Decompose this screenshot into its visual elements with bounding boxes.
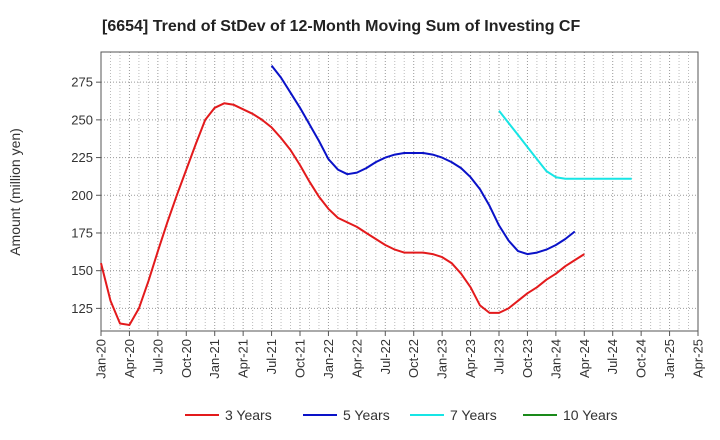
y-tick-label: 225 <box>71 150 93 165</box>
x-tick-label: Apr-20 <box>122 339 137 378</box>
x-tick-label: Apr-24 <box>577 339 592 378</box>
legend: 3 Years 5 Years 7 Years 10 Years <box>185 407 618 423</box>
x-tick-label: Jan-25 <box>662 339 677 379</box>
x-tick-label: Jul-23 <box>492 339 507 374</box>
plot-frame <box>100 51 699 332</box>
legend-label: 10 Years <box>563 407 618 423</box>
series-line-7-years <box>498 110 632 180</box>
x-tick-label: Jan-20 <box>94 339 109 379</box>
y-tick-label: 150 <box>71 263 93 278</box>
x-tick-label: Jul-22 <box>378 339 393 374</box>
y-axis-ticks: 125 150 175 200 225 250 275 <box>71 75 101 316</box>
x-tick-label: Apr-21 <box>236 339 251 378</box>
x-tick-label: Oct-22 <box>406 339 421 378</box>
legend-label: 5 Years <box>343 407 390 423</box>
x-tick-label: Jan-21 <box>207 339 222 379</box>
legend-label: 7 Years <box>450 407 497 423</box>
y-tick-label: 125 <box>71 301 93 316</box>
x-tick-label: Oct-24 <box>634 339 649 378</box>
series-lines <box>100 64 632 326</box>
x-tick-label: Jan-23 <box>435 339 450 379</box>
x-tick-label: Jul-24 <box>605 339 620 374</box>
x-tick-label: Apr-23 <box>463 339 478 378</box>
x-tick-label: Jul-21 <box>264 339 279 374</box>
x-tick-label: Apr-22 <box>349 339 364 378</box>
y-tick-label: 175 <box>71 225 93 240</box>
x-tick-label: Jul-20 <box>150 339 165 374</box>
x-tick-label: Oct-23 <box>520 339 535 378</box>
y-tick-label: 250 <box>71 112 93 127</box>
series-line-5-years <box>270 64 576 256</box>
plot-border <box>100 51 699 332</box>
grid <box>100 52 699 331</box>
x-axis-ticks: Jan-20 Apr-20 Jul-20 Oct-20 Jan-21 Apr-21 Jul-… <box>94 331 706 379</box>
legend-label: 3 Years <box>225 407 272 423</box>
x-tick-label: Oct-20 <box>179 339 194 378</box>
x-tick-label: Apr-25 <box>691 339 706 378</box>
chart-title: [6654] Trend of StDev of 12-Month Moving… <box>102 18 580 35</box>
y-tick-label: 200 <box>71 188 93 203</box>
y-axis-label: Amount (million yen) <box>7 128 23 256</box>
x-tick-label: Jan-24 <box>548 339 563 379</box>
x-tick-label: Oct-21 <box>293 339 308 378</box>
x-tick-label: Jan-22 <box>321 339 336 379</box>
y-tick-label: 275 <box>71 75 93 90</box>
series-line-3-years <box>100 102 585 326</box>
